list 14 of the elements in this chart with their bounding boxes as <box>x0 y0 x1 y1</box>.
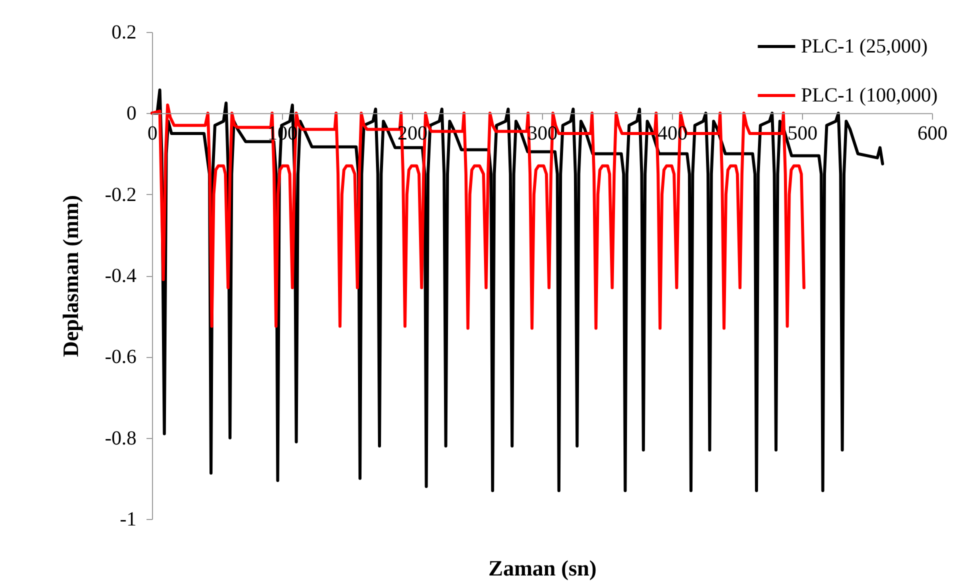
x-tick-label: 500 <box>788 122 818 145</box>
y-axis-title: Deplasman (mm) <box>58 195 83 357</box>
y-tick-label: 0 <box>126 102 136 125</box>
y-tick-label: 0.2 <box>112 22 136 44</box>
legend-label: PLC-1 (100,000) <box>801 84 938 106</box>
legend-label: PLC-1 (25,000) <box>801 36 928 58</box>
y-tick-label: -0.4 <box>104 265 136 287</box>
x-tick-label: 0 <box>148 122 158 145</box>
x-axis-title: Zaman (sn) <box>488 556 597 580</box>
y-tick-label: -0.6 <box>104 346 136 368</box>
x-tick-label: 600 <box>918 122 948 145</box>
y-tick-label: -0.8 <box>104 427 136 450</box>
y-tick-label: -1 <box>120 508 136 530</box>
y-tick-label: -0.2 <box>104 184 136 206</box>
